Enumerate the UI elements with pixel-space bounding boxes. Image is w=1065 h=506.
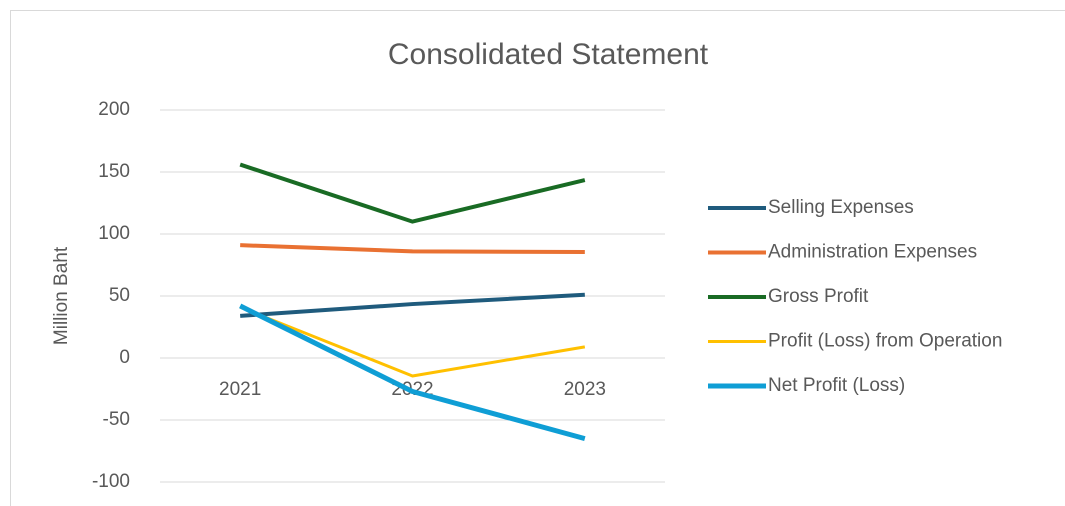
series-line [240, 243, 585, 254]
chart-title: Consolidated Statement [388, 38, 709, 71]
legend-label: Net Profit (Loss) [768, 375, 905, 396]
series-line [240, 292, 585, 318]
x-tick-label: 2021 [219, 379, 261, 400]
y-tick-label: 100 [98, 223, 130, 244]
legend-label: Selling Expenses [768, 197, 914, 218]
legend-label: Gross Profit [768, 286, 869, 307]
y-tick-label: 0 [119, 347, 130, 368]
chart-frame [10, 10, 1065, 506]
series-line [239, 305, 586, 378]
y-tick-label: 50 [109, 285, 130, 306]
y-tick-label: -50 [103, 409, 130, 430]
series-line [239, 303, 586, 442]
legend-label: Administration Expenses [768, 242, 977, 263]
series-line [239, 162, 586, 224]
x-tick-label: 2023 [564, 379, 606, 400]
y-tick-label: -100 [92, 471, 130, 492]
y-axis-label: Million Baht [51, 246, 72, 345]
legend-label: Profit (Loss) from Operation [768, 331, 1002, 352]
y-tick-label: 200 [98, 99, 130, 120]
y-tick-label: 150 [98, 161, 130, 182]
